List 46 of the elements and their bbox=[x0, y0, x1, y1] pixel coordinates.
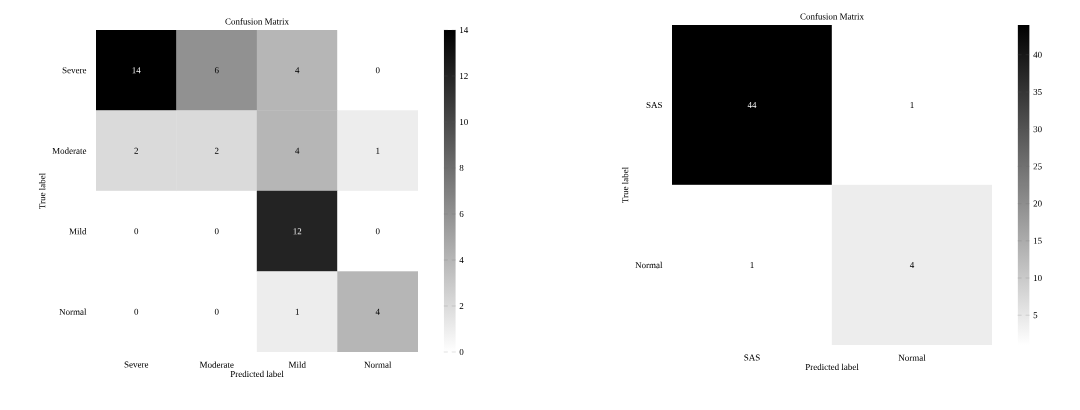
color-bar-label: 0 bbox=[459, 348, 464, 356]
color-bar-label: 30 bbox=[1033, 126, 1042, 133]
color-bar-label: 12 bbox=[460, 73, 468, 79]
x-axis-title: Predicted label bbox=[805, 363, 859, 370]
color-bar-label: 6 bbox=[459, 210, 464, 218]
data-label: 0 bbox=[375, 67, 380, 74]
data-label: 2 bbox=[134, 147, 138, 154]
y-axis-title: True label bbox=[38, 173, 46, 209]
color-bar-label: 25 bbox=[1033, 163, 1042, 170]
x-tick-label: Severe bbox=[124, 361, 149, 368]
color-bar-label: 8 bbox=[459, 164, 464, 172]
x-tick-label: Moderate bbox=[199, 361, 234, 368]
y-tick-label: Normal bbox=[59, 308, 87, 315]
color-bar-label: 14 bbox=[460, 27, 469, 33]
data-label: 0 bbox=[134, 228, 139, 235]
data-label: 12 bbox=[293, 228, 302, 235]
y-tick-label: Severe bbox=[62, 67, 87, 74]
chart-title: Confusion Matrix bbox=[800, 13, 864, 20]
data-label: 1 bbox=[376, 147, 380, 154]
data-label: 6 bbox=[214, 67, 219, 74]
data-label: 0 bbox=[214, 228, 219, 235]
x-tick-label: Mild bbox=[288, 361, 306, 368]
color-bar-label: 10 bbox=[460, 118, 468, 126]
color-bar-label: 35 bbox=[1033, 88, 1042, 95]
data-label: 4 bbox=[295, 147, 300, 154]
color-bar-label: 40 bbox=[1033, 51, 1042, 58]
data-label: 1 bbox=[750, 262, 754, 268]
y-tick-label: Mild bbox=[69, 228, 87, 235]
data-label: 0 bbox=[134, 308, 139, 315]
data-label: 1 bbox=[910, 102, 914, 108]
data-label: 0 bbox=[214, 308, 219, 315]
data-label: 4 bbox=[909, 262, 915, 268]
color-bar-label: 15 bbox=[1033, 237, 1042, 244]
color-bar-label: 2 bbox=[459, 303, 464, 309]
data-label: 44 bbox=[747, 102, 757, 108]
x-axis-title: Predicted label bbox=[230, 370, 284, 377]
color-bar-label: 10 bbox=[1033, 274, 1042, 282]
data-label: 4 bbox=[375, 308, 380, 315]
color-bar-label: 20 bbox=[1033, 200, 1042, 207]
color-bar-label: 5 bbox=[1033, 312, 1038, 319]
y-axis-title: True label bbox=[621, 167, 629, 203]
color-bar-label: 4 bbox=[459, 257, 464, 263]
y-tick-label: Moderate bbox=[52, 147, 87, 154]
chart-title: Confusion Matrix bbox=[225, 18, 289, 25]
x-tick-label: Normal bbox=[364, 361, 392, 368]
data-label: 2 bbox=[214, 147, 219, 154]
